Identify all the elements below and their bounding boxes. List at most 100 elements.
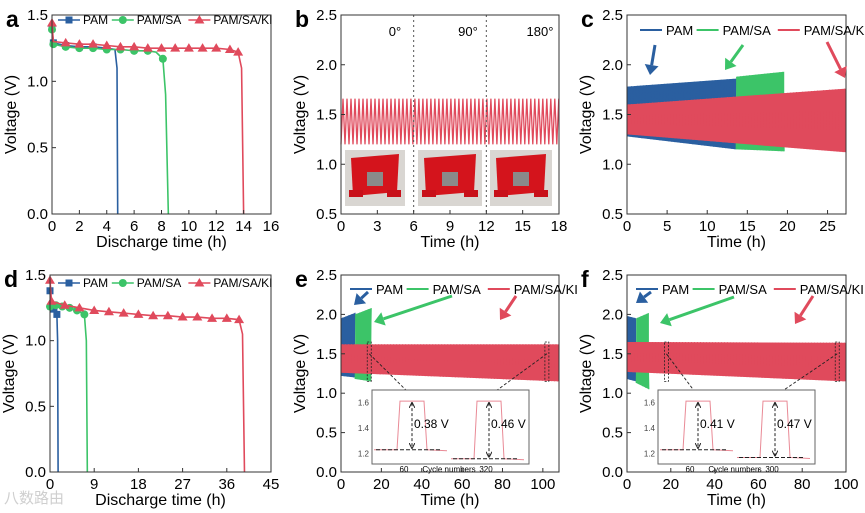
- pointer-arrowhead: [834, 65, 847, 78]
- panel-letter: f: [581, 266, 589, 292]
- watermark: 八数路由: [4, 489, 65, 507]
- x-tick-label: 40: [413, 476, 430, 493]
- data-point-triangle: [183, 43, 194, 52]
- y-tick-label: 2.0: [602, 57, 623, 74]
- inset-x-right: 320: [479, 465, 493, 474]
- data-point-triangle: [74, 39, 85, 48]
- legend-item: PAM/SA/KI: [777, 23, 865, 38]
- electrode: [367, 172, 383, 186]
- legend-label: PAM/SA/KI: [213, 13, 272, 27]
- inset-plot: 1.2 1.4 1.6 0.41 V 0.47 V 60 Cycle numbers 300: [644, 389, 816, 474]
- x-tick-label: 4: [103, 218, 111, 235]
- data-point-triangle: [142, 43, 153, 52]
- data-point-triangle: [234, 314, 245, 324]
- pointer-arrowhead: [354, 293, 367, 305]
- data-point-triangle: [156, 43, 167, 52]
- legend-item: PAM/SA: [111, 13, 181, 27]
- data-point-triangle: [207, 313, 218, 322]
- clip-right: [534, 190, 548, 197]
- legend-item: PAM/SA/KI: [773, 282, 864, 297]
- x-tick-label: 80: [794, 476, 811, 493]
- x-tick-label: 27: [174, 476, 191, 493]
- x-tick-label: 0: [46, 476, 54, 493]
- data-point-triangle: [59, 300, 70, 309]
- angle-label: 180°: [527, 24, 554, 39]
- legend-marker-square: [65, 279, 73, 287]
- panel-d: 0 9 18 27 36 45 0.0 0.5 1.0 1.5 Discharge time (h)…: [1, 266, 279, 509]
- inset-ytick-label: 1.6: [358, 398, 370, 407]
- inset-x-left: 60: [400, 465, 409, 474]
- x-tick-label: 20: [779, 218, 796, 235]
- data-point-triangle: [162, 310, 173, 320]
- legend-item: PAM/SA/KI: [188, 13, 273, 27]
- y-axis-title: Voltage (V): [292, 75, 309, 154]
- pointer-arrowhead: [374, 312, 386, 326]
- inset-ytick-label: 1.4: [644, 424, 656, 433]
- pointer-arrow: [360, 290, 370, 300]
- legend-item: PAM: [636, 282, 689, 297]
- zoom-box: [834, 341, 840, 382]
- y-tick-label: 1.5: [602, 346, 623, 363]
- x-tick-label: 0: [48, 218, 56, 235]
- x-tick-label: 20: [662, 476, 679, 493]
- legend-label: PAM/SA: [723, 23, 771, 38]
- series-line-pam: [51, 28, 119, 215]
- voltage-gap-label: 0.38 V: [414, 417, 449, 431]
- clip-left: [494, 190, 508, 197]
- electrode: [513, 172, 529, 186]
- data-point-triangle: [118, 308, 129, 317]
- data-point-square: [53, 310, 61, 318]
- legend-label: PAM/SA: [719, 282, 767, 297]
- pointer-arrowhead: [636, 291, 649, 303]
- x-tick-label: 0: [623, 476, 631, 493]
- x-tick-label: 18: [551, 218, 568, 235]
- plot-frame: [49, 274, 272, 473]
- inset-ytick-label: 1.4: [358, 424, 370, 433]
- y-tick-label: 1.0: [602, 156, 623, 173]
- x-tick-label: 100: [833, 476, 858, 493]
- x-axis-title: Time (h): [421, 492, 480, 509]
- y-tick-label: 0.5: [27, 140, 48, 157]
- legend-item: PAM: [350, 282, 403, 297]
- legend-marker-square: [65, 16, 73, 24]
- panel-e: 1.2 1.4 1.6 0.38 V 0.46 V 60 Cycle numbers 320 0…: [292, 266, 578, 509]
- legend-item: PAM/SA: [406, 282, 481, 297]
- legend-item: PAM/SA: [111, 276, 181, 290]
- voltage-gap-label: 0.46 V: [491, 417, 526, 431]
- inset-x-right: 300: [765, 465, 779, 474]
- voltage-gap-label: 0.41 V: [700, 417, 735, 431]
- x-tick-label: 0: [337, 218, 345, 235]
- y-axis-title: Voltage (V): [3, 75, 20, 154]
- x-axis-title: Discharge time (h): [95, 492, 226, 509]
- data-point-triangle: [211, 43, 222, 52]
- y-tick-label: 1.5: [25, 267, 46, 284]
- y-tick-label: 2.0: [316, 57, 337, 74]
- x-tick-label: 45: [263, 476, 280, 493]
- legend-label: PAM/SA/KI: [514, 282, 578, 297]
- legend-label: PAM: [83, 13, 108, 27]
- pointer-arrow: [825, 41, 842, 70]
- pointer-arrow: [504, 295, 518, 313]
- y-tick-label: 0.0: [27, 206, 48, 223]
- x-axis-title: Time (h): [707, 492, 766, 509]
- y-axis-title: Voltage (V): [292, 334, 309, 413]
- y-tick-label: 1.0: [25, 333, 46, 350]
- legend-item: PAM/SA/KI: [188, 276, 273, 290]
- data-point-triangle: [115, 41, 126, 51]
- x-tick-label: 14: [235, 218, 252, 235]
- y-tick-label: 2.0: [316, 306, 337, 323]
- plot-frame: [340, 274, 560, 473]
- panel-letter: c: [581, 6, 594, 32]
- clip-left: [349, 190, 363, 197]
- legend-item: PAM/SA/KI: [487, 282, 578, 297]
- x-tick-label: 0: [623, 218, 631, 235]
- y-tick-label: 0.0: [602, 464, 623, 481]
- data-point-triangle: [233, 47, 244, 56]
- zoom-arrow: [489, 353, 548, 396]
- data-point-triangle: [46, 296, 57, 305]
- panel-f: 1.2 1.4 1.6 0.41 V 0.47 V 60 Cycle numbers 300 0…: [578, 266, 864, 509]
- x-tick-label: 40: [706, 476, 723, 493]
- inset-x-title: Cycle numbers: [708, 465, 761, 474]
